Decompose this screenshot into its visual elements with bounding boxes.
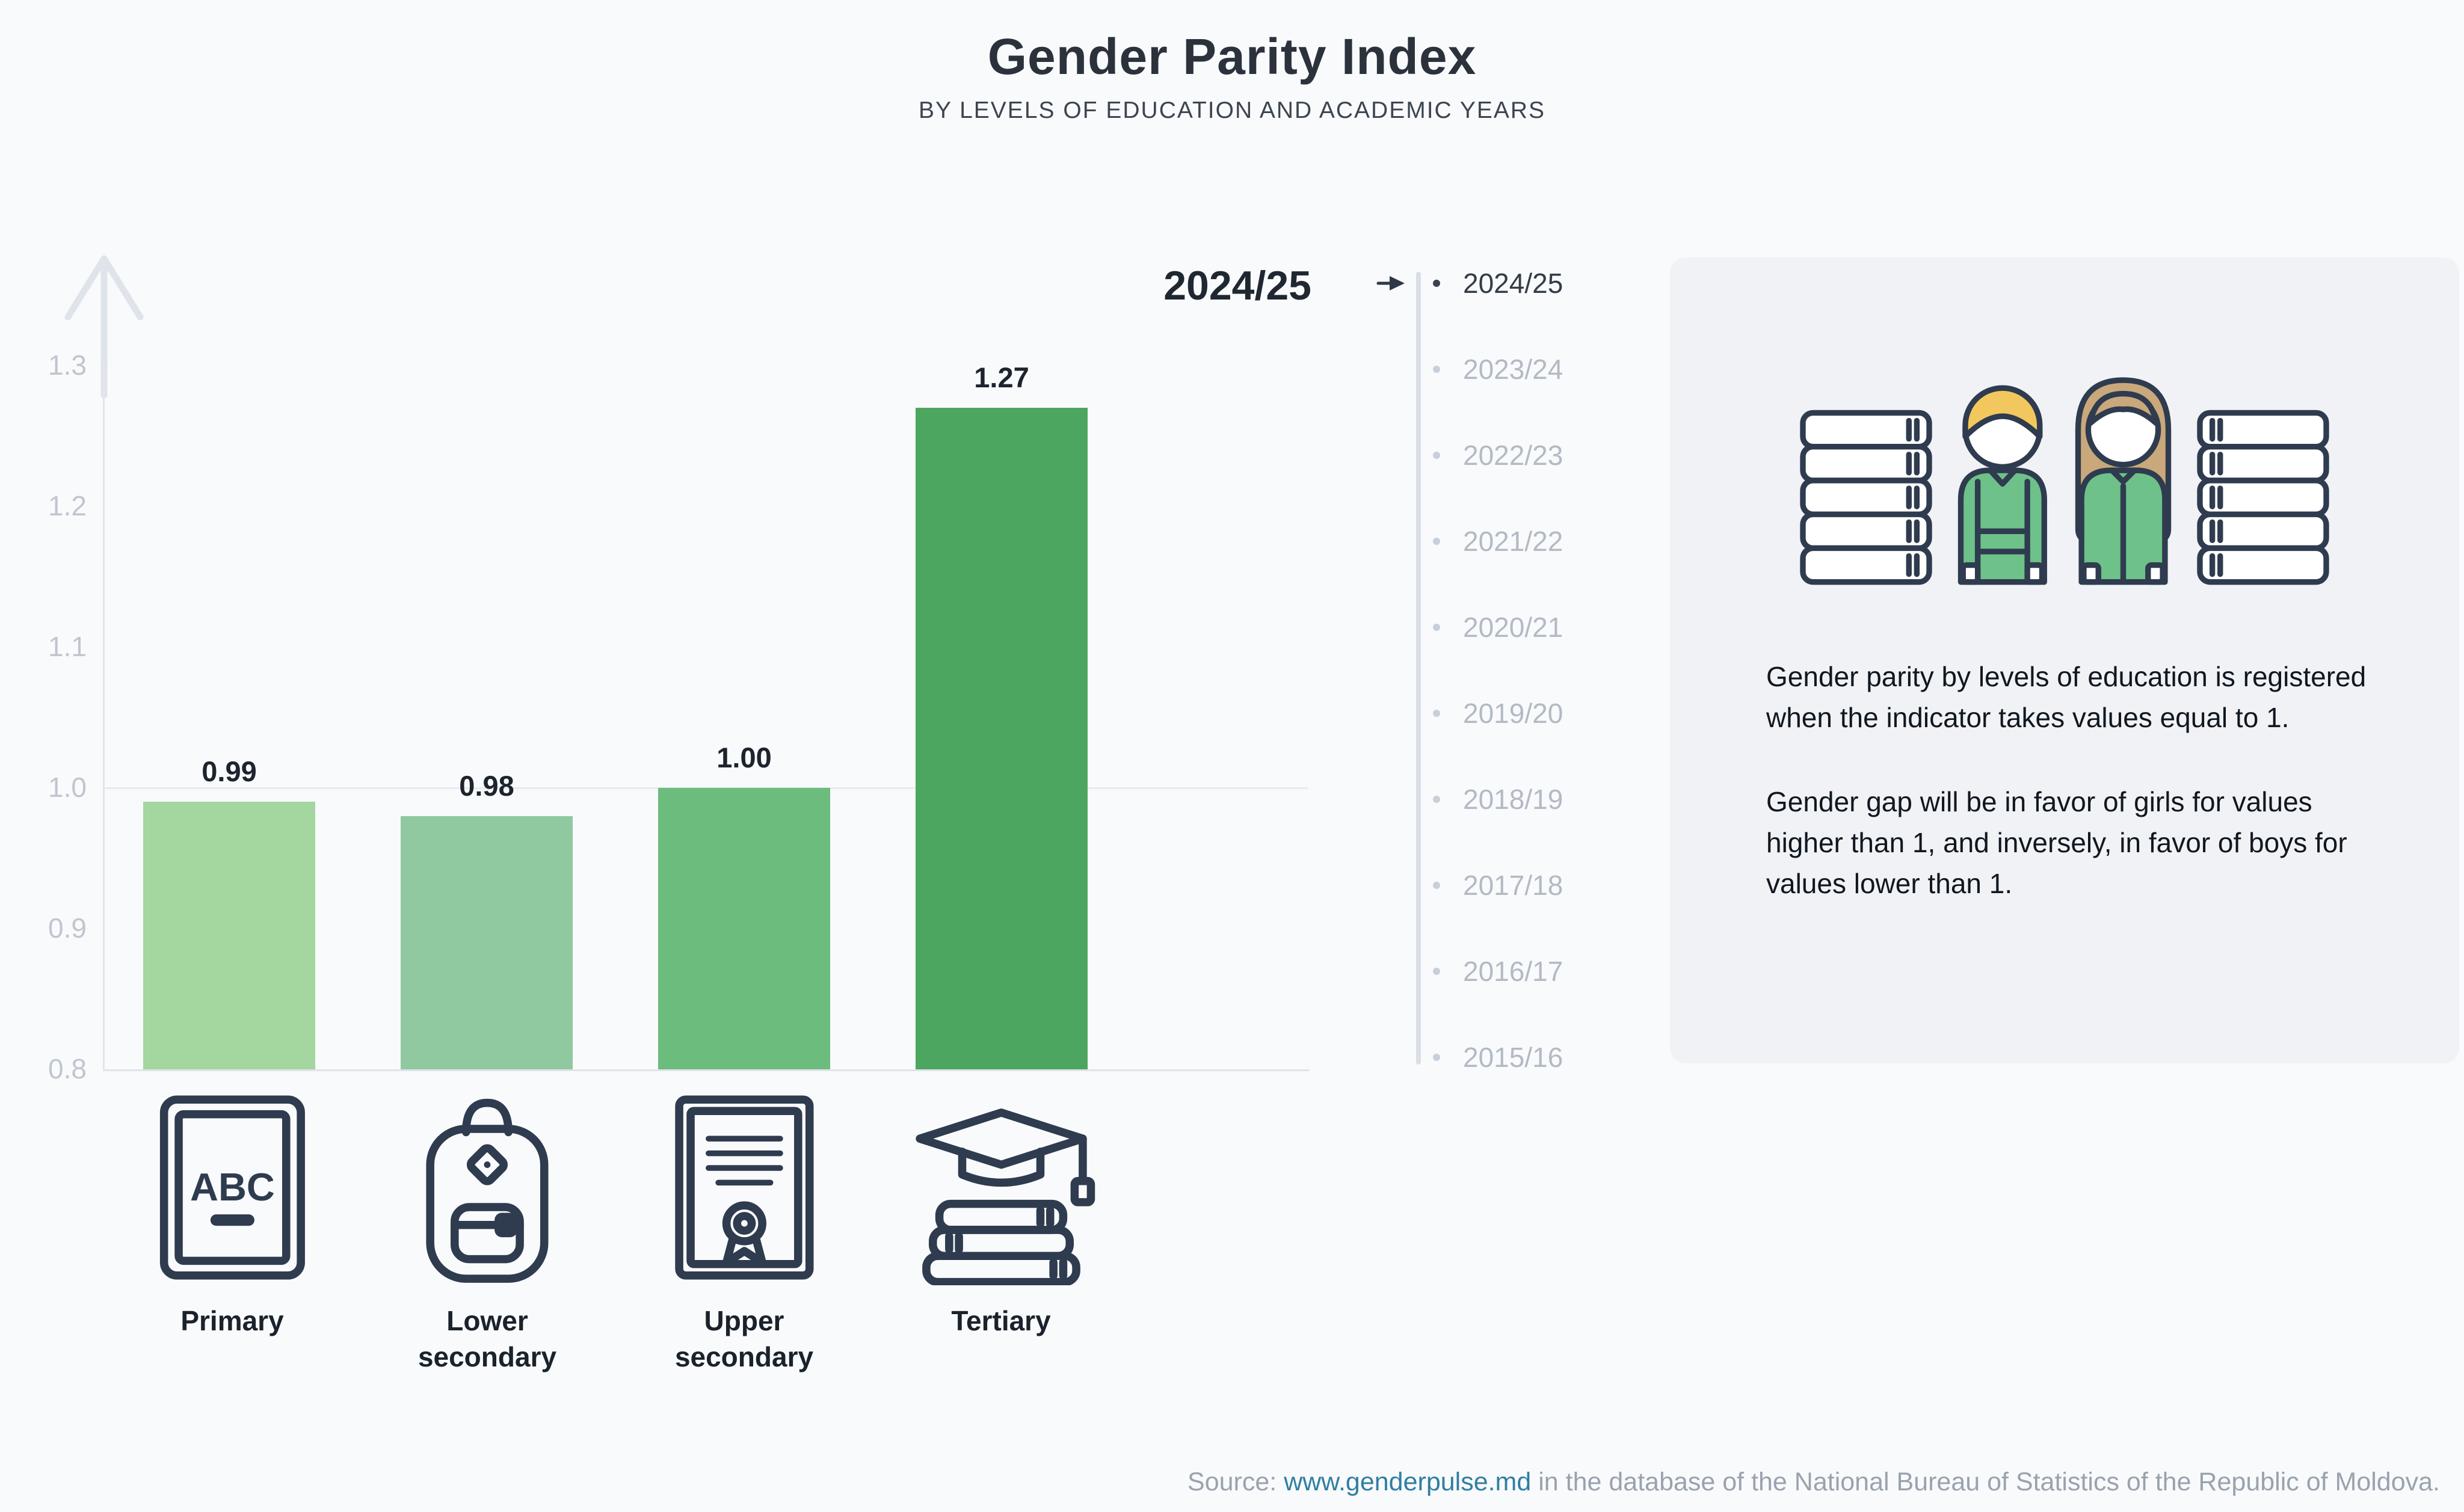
info-paragraph-2: Gender gap will be in favor of girls for… [1766, 786, 2347, 899]
timeline-dot [1433, 882, 1440, 889]
abc-book-icon: ABC [159, 1095, 305, 1280]
y-axis-tick-label: 1.1 [48, 631, 87, 662]
education-level-lower-secondary[interactable]: Lower secondary [388, 1090, 587, 1375]
source-line: Source: www.genderpulse.md in the databa… [1187, 1467, 2440, 1497]
bar-value-label: 1.27 [974, 361, 1029, 393]
timeline-dot [1433, 796, 1440, 803]
source-prefix: Source: [1187, 1467, 1284, 1496]
girl-figure-icon [2075, 377, 2172, 585]
y-axis-tick-label: 1.2 [48, 490, 87, 521]
students-illustration [1670, 351, 2459, 602]
education-level-tertiary[interactable]: Tertiary [902, 1090, 1100, 1339]
y-axis-tick-label: 0.8 [48, 1053, 87, 1084]
education-label: Lower secondary [417, 1305, 557, 1372]
education-label: Tertiary [951, 1305, 1051, 1336]
page-subtitle: BY LEVELS OF EDUCATION AND ACADEMIC YEAR… [918, 97, 1546, 123]
timeline-dot [1433, 710, 1440, 717]
timeline-dot [1433, 280, 1440, 287]
selected-year-label: 2024/25 [1163, 263, 1311, 309]
timeline-year-2022-23[interactable]: 2022/23 [1463, 440, 1563, 471]
info-paragraph-1: Gender parity by levels of education is … [1766, 661, 2367, 733]
education-level-upper-secondary[interactable]: Upper secondary [645, 1090, 843, 1375]
x-axis-line [103, 1069, 1310, 1071]
timeline-dot [1433, 366, 1440, 373]
bar-value-label: 1.00 [716, 742, 772, 773]
y-axis-tick-label: 1.0 [48, 772, 87, 803]
info-panel: Gender parity by levels of education is … [1670, 257, 2459, 1063]
book-stack-left-icon [1800, 410, 1932, 585]
timeline-year-2019-20[interactable]: 2019/20 [1463, 698, 1563, 729]
timeline-dot [1433, 968, 1440, 975]
timeline-year-2024-25[interactable]: 2024/25 [1463, 268, 1563, 299]
abc-text: ABC [190, 1165, 275, 1209]
timeline-dot [1433, 1054, 1440, 1061]
timeline-selected-marker-icon [1376, 276, 1405, 290]
timeline-year-2015-16[interactable]: 2015/16 [1463, 1042, 1563, 1073]
bar-lower-secondary[interactable] [401, 816, 573, 1069]
timeline-dot [1433, 452, 1440, 459]
education-label: Upper secondary [674, 1305, 814, 1372]
graduation-books-icon [915, 1108, 1095, 1285]
source-suffix: in the database of the National Bureau o… [1531, 1467, 2440, 1496]
timeline-year-2016-17[interactable]: 2016/17 [1463, 956, 1563, 987]
timeline-track[interactable] [1416, 272, 1421, 1065]
timeline-year-2023-24[interactable]: 2023/24 [1463, 354, 1563, 385]
timeline-dot [1433, 538, 1440, 545]
backpack-icon [426, 1098, 549, 1283]
bar-value-label: 0.98 [459, 770, 514, 802]
book-stack-right-icon [2197, 410, 2329, 585]
education-level-primary[interactable]: ABC Primary [133, 1090, 331, 1339]
certificate-icon [674, 1095, 814, 1280]
y-axis-tick-label: 0.9 [48, 912, 87, 944]
education-label: Primary [180, 1305, 284, 1336]
y-axis-line [103, 361, 105, 1069]
timeline-year-2017-18[interactable]: 2017/18 [1463, 870, 1563, 901]
timeline-year-2021-22[interactable]: 2021/22 [1463, 526, 1563, 557]
timeline-year-2020-21[interactable]: 2020/21 [1463, 612, 1563, 643]
boy-figure-icon [1957, 385, 2047, 585]
page-title: Gender Parity Index [987, 28, 1477, 85]
bar-value-label: 0.99 [202, 755, 257, 787]
bar-upper-secondary[interactable] [658, 788, 830, 1069]
bar-primary[interactable] [143, 802, 315, 1069]
y-axis-tick-label: 1.3 [48, 349, 87, 381]
timeline-dot [1433, 624, 1440, 631]
bar-tertiary[interactable] [916, 408, 1088, 1069]
timeline-year-2018-19[interactable]: 2018/19 [1463, 784, 1563, 815]
source-link[interactable]: www.genderpulse.md [1284, 1467, 1532, 1496]
